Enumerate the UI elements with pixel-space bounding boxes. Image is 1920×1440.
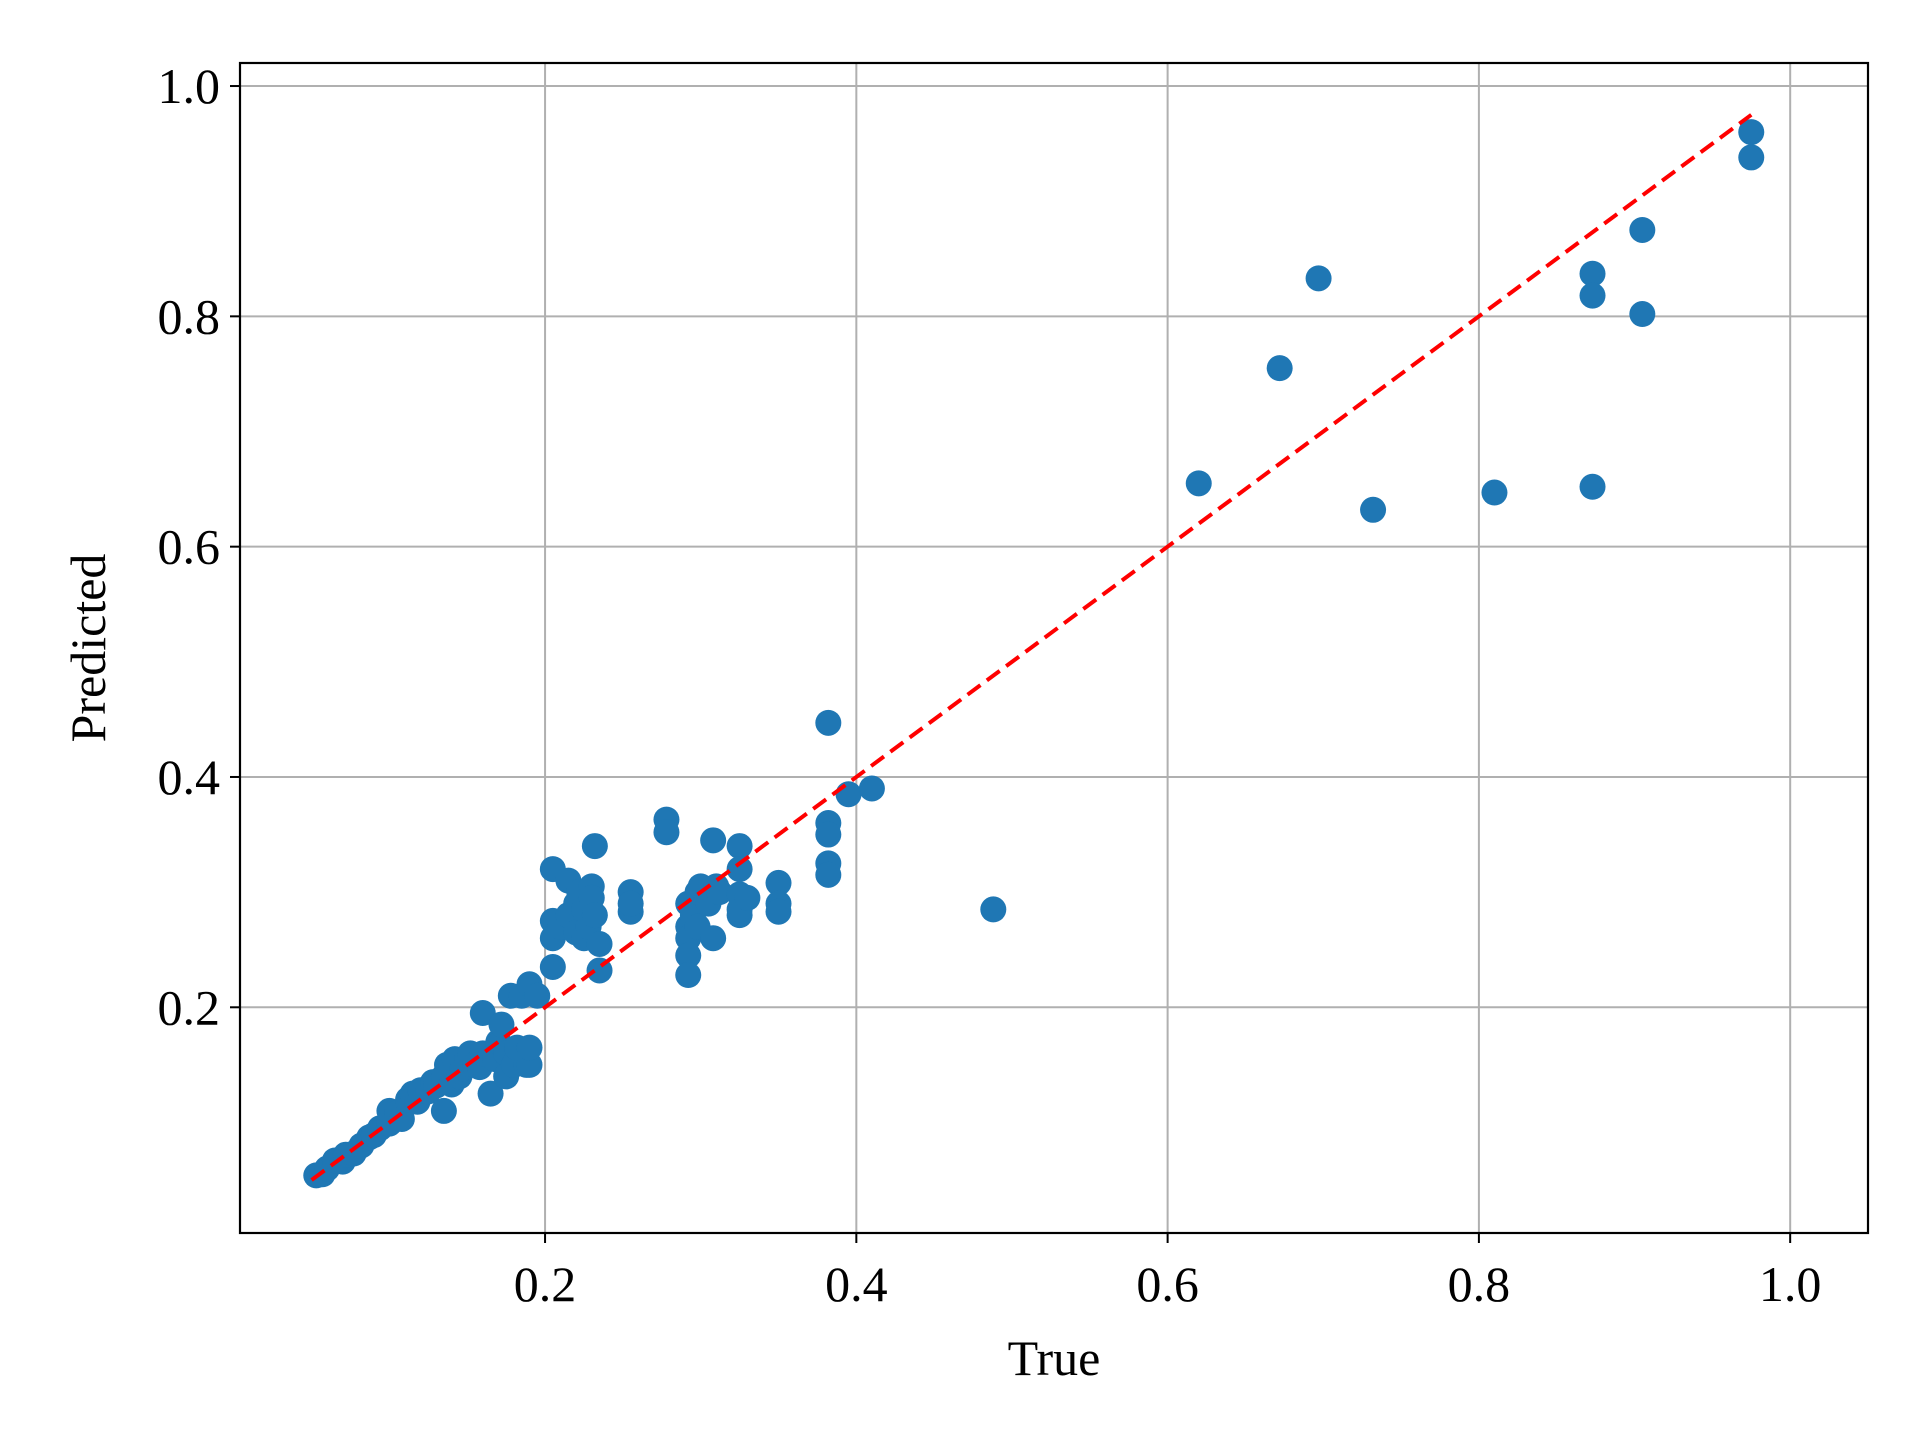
data-point [675,962,702,989]
data-point [516,1034,543,1061]
data-point [581,902,608,929]
y-tick-label: 1.0 [158,58,221,114]
data-point [488,1011,515,1038]
data-point [858,775,885,802]
x-tick-label: 0.6 [1136,1256,1199,1312]
y-tick-label: 0.4 [158,749,221,805]
data-point [835,781,862,808]
data-point [469,1000,496,1027]
data-point [1738,144,1765,171]
data-point [815,861,842,888]
y-axis-label: Predicted [60,554,116,743]
axis-ticks: 0.2 0.4 0.6 0.8 1.0 0.2 0.4 0.6 0.8 1.0 [158,58,1822,1312]
data-point [653,819,680,846]
data-point [581,833,608,860]
data-point [539,953,566,980]
data-point [700,827,727,854]
data-point [734,884,761,911]
reference-line [310,113,1753,1182]
data-point [765,869,792,896]
x-tick-label: 0.8 [1448,1256,1511,1312]
data-point [1629,216,1656,243]
data-point [980,896,1007,923]
data-point [1481,479,1508,506]
data-point [1185,470,1212,497]
data-point [586,930,613,957]
data-point [815,821,842,848]
data-point [1579,473,1606,500]
data-point [706,879,733,906]
x-tick-label: 1.0 [1759,1256,1822,1312]
data-point [524,982,551,1009]
data-point [1305,265,1332,292]
data-point [617,890,644,917]
data-point [1360,496,1387,523]
x-tick-label: 0.2 [514,1256,577,1312]
data-point [1738,119,1765,146]
data-point [477,1080,504,1107]
data-point [430,1097,457,1124]
y-tick-label: 0.6 [158,519,221,575]
data-point [1579,260,1606,287]
data-points [303,119,1765,1189]
x-axis-label: True [1008,1330,1101,1386]
data-point [388,1105,415,1132]
y-tick-label: 0.2 [158,979,221,1035]
data-point [765,898,792,925]
plot-area [238,61,1870,1235]
data-point [1579,282,1606,309]
x-tick-label: 0.4 [825,1256,888,1312]
data-point [1266,355,1293,382]
data-point [700,925,727,952]
data-point [815,709,842,736]
data-point [675,942,702,969]
data-point [726,856,753,883]
data-point [1629,301,1656,328]
data-point [726,833,753,860]
y-tick-label: 0.8 [158,288,221,344]
